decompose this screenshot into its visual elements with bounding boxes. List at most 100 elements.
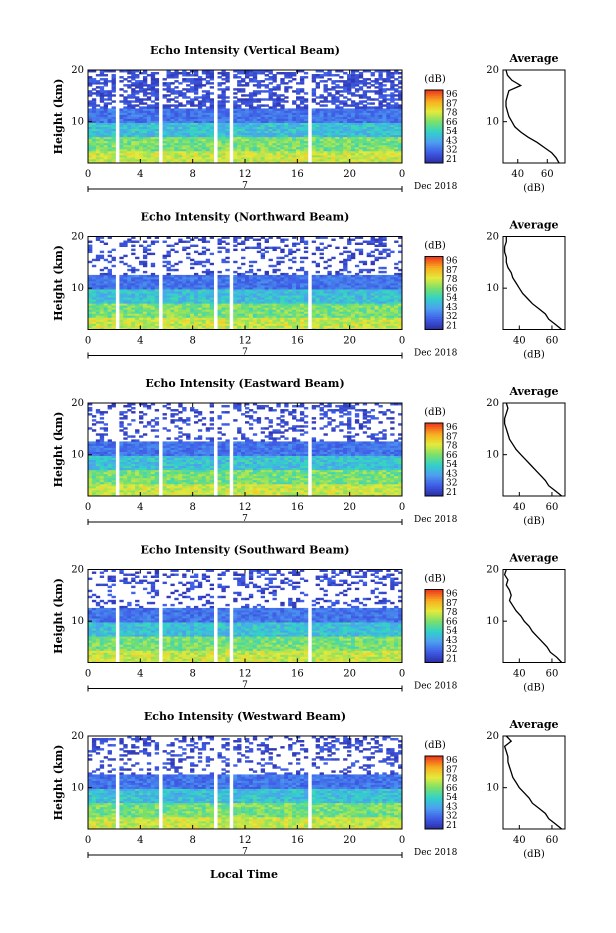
heatmap-cell	[139, 245, 143, 247]
x-tick-label: 12	[239, 169, 252, 180]
heatmap-cell	[108, 251, 112, 253]
heatmap-cell	[335, 90, 339, 92]
heatmap-cell	[367, 106, 371, 108]
heatmap-cell	[100, 82, 104, 84]
heatmap-cell	[147, 253, 151, 255]
heatmap-cell	[257, 269, 261, 271]
heatmap-cell	[288, 267, 292, 269]
heatmap-cell	[88, 100, 92, 102]
heatmap-cell	[202, 271, 206, 273]
heatmap-cell	[96, 90, 100, 92]
heatmap-cell	[233, 261, 237, 263]
heatmap-cell	[280, 98, 284, 100]
heatmap-cell	[363, 90, 367, 92]
heatmap-cell	[151, 241, 155, 243]
heatmap-cell	[131, 100, 135, 102]
heatmap-cell	[174, 104, 178, 106]
heatmap-cell	[284, 82, 288, 84]
heatmap-cell	[170, 104, 174, 106]
heatmap-cell	[167, 82, 171, 84]
heatmap-cell	[182, 108, 186, 110]
heatmap-cell	[394, 102, 398, 104]
heatmap-cell	[367, 78, 371, 80]
heatmap-cell	[359, 72, 363, 74]
heatmap-cell	[249, 92, 253, 94]
heatmap-cell	[182, 104, 186, 106]
heatmap-cell	[257, 80, 261, 82]
heatmap-cell	[265, 84, 269, 86]
heatmap-cell	[300, 96, 304, 98]
heatmap-cell	[296, 104, 300, 106]
heatmap-cell	[88, 76, 92, 78]
heatmap-cell	[202, 94, 206, 96]
heatmap-cell	[190, 267, 194, 269]
heatmap-cell	[331, 80, 335, 82]
heatmap-cell	[198, 76, 202, 78]
heatmap-cell	[382, 88, 386, 90]
date-label: Dec 2018	[414, 182, 458, 192]
heatmap-cell	[320, 74, 324, 76]
heatmap-cell	[119, 94, 123, 96]
heatmap-cell	[339, 76, 343, 78]
heatmap-cell	[280, 239, 284, 241]
heatmap-cell	[316, 82, 320, 84]
heatmap-cell	[218, 247, 222, 249]
heatmap-cell	[139, 261, 143, 263]
heatmap-cell	[390, 92, 394, 94]
heatmap-cell	[174, 243, 178, 245]
heatmap-cell	[284, 72, 288, 74]
heatmap-cell	[378, 100, 382, 102]
heatmap-cell	[100, 251, 104, 253]
heatmap-cell	[221, 247, 225, 249]
heatmap-cell	[347, 98, 351, 100]
heatmap-cell	[327, 88, 331, 90]
heatmap-cell	[151, 263, 155, 265]
heatmap-cell	[233, 88, 237, 90]
heatmap-cell	[186, 78, 190, 80]
heatmap-cell	[280, 94, 284, 96]
heatmap-cell	[316, 96, 320, 98]
heatmap-cell	[335, 80, 339, 82]
heatmap-cell	[178, 261, 182, 263]
heatmap-cell	[96, 275, 100, 277]
heatmap-cell	[119, 88, 123, 90]
heatmap-cell	[186, 253, 190, 255]
heatmap-cell	[167, 104, 171, 106]
heatmap-cell	[167, 98, 171, 100]
heatmap-cell	[304, 247, 308, 249]
heatmap-cell	[221, 88, 225, 90]
heatmap-cell	[261, 84, 265, 86]
heatmap-cell	[280, 273, 284, 275]
heatmap-cell	[225, 275, 229, 277]
x-tick-label: 20	[343, 169, 356, 180]
heatmap-cell	[339, 269, 343, 271]
profile-x-tick-label: 40	[511, 169, 524, 180]
heatmap-cell	[343, 72, 347, 74]
heatmap-cell	[292, 90, 296, 92]
heatmap-cell	[210, 82, 214, 84]
heatmap-cell	[233, 74, 237, 76]
heatmap-cell	[96, 104, 100, 106]
heatmap-cell	[96, 255, 100, 257]
heatmap-cell	[104, 98, 108, 100]
heatmap-cell	[233, 275, 237, 277]
heatmap-cell	[198, 100, 202, 102]
heatmap-cell	[276, 84, 280, 86]
heatmap-cell	[119, 261, 123, 263]
heatmap-cell	[178, 275, 182, 277]
heatmap-cell	[135, 275, 139, 277]
heatmap-cell	[123, 78, 127, 80]
heatmap-cell	[194, 251, 198, 253]
heatmap-cell	[174, 251, 178, 253]
heatmap-cell	[190, 263, 194, 265]
heatmap-cell	[147, 96, 151, 98]
heatmap-cell	[88, 241, 92, 243]
heatmap-cell	[131, 249, 135, 251]
heatmap-cell	[127, 80, 131, 82]
heatmap-cell	[174, 263, 178, 265]
heatmap-cell	[167, 245, 171, 247]
heatmap-cell	[92, 88, 96, 90]
heatmap-cell	[261, 104, 265, 106]
heatmap-cell	[163, 265, 167, 267]
